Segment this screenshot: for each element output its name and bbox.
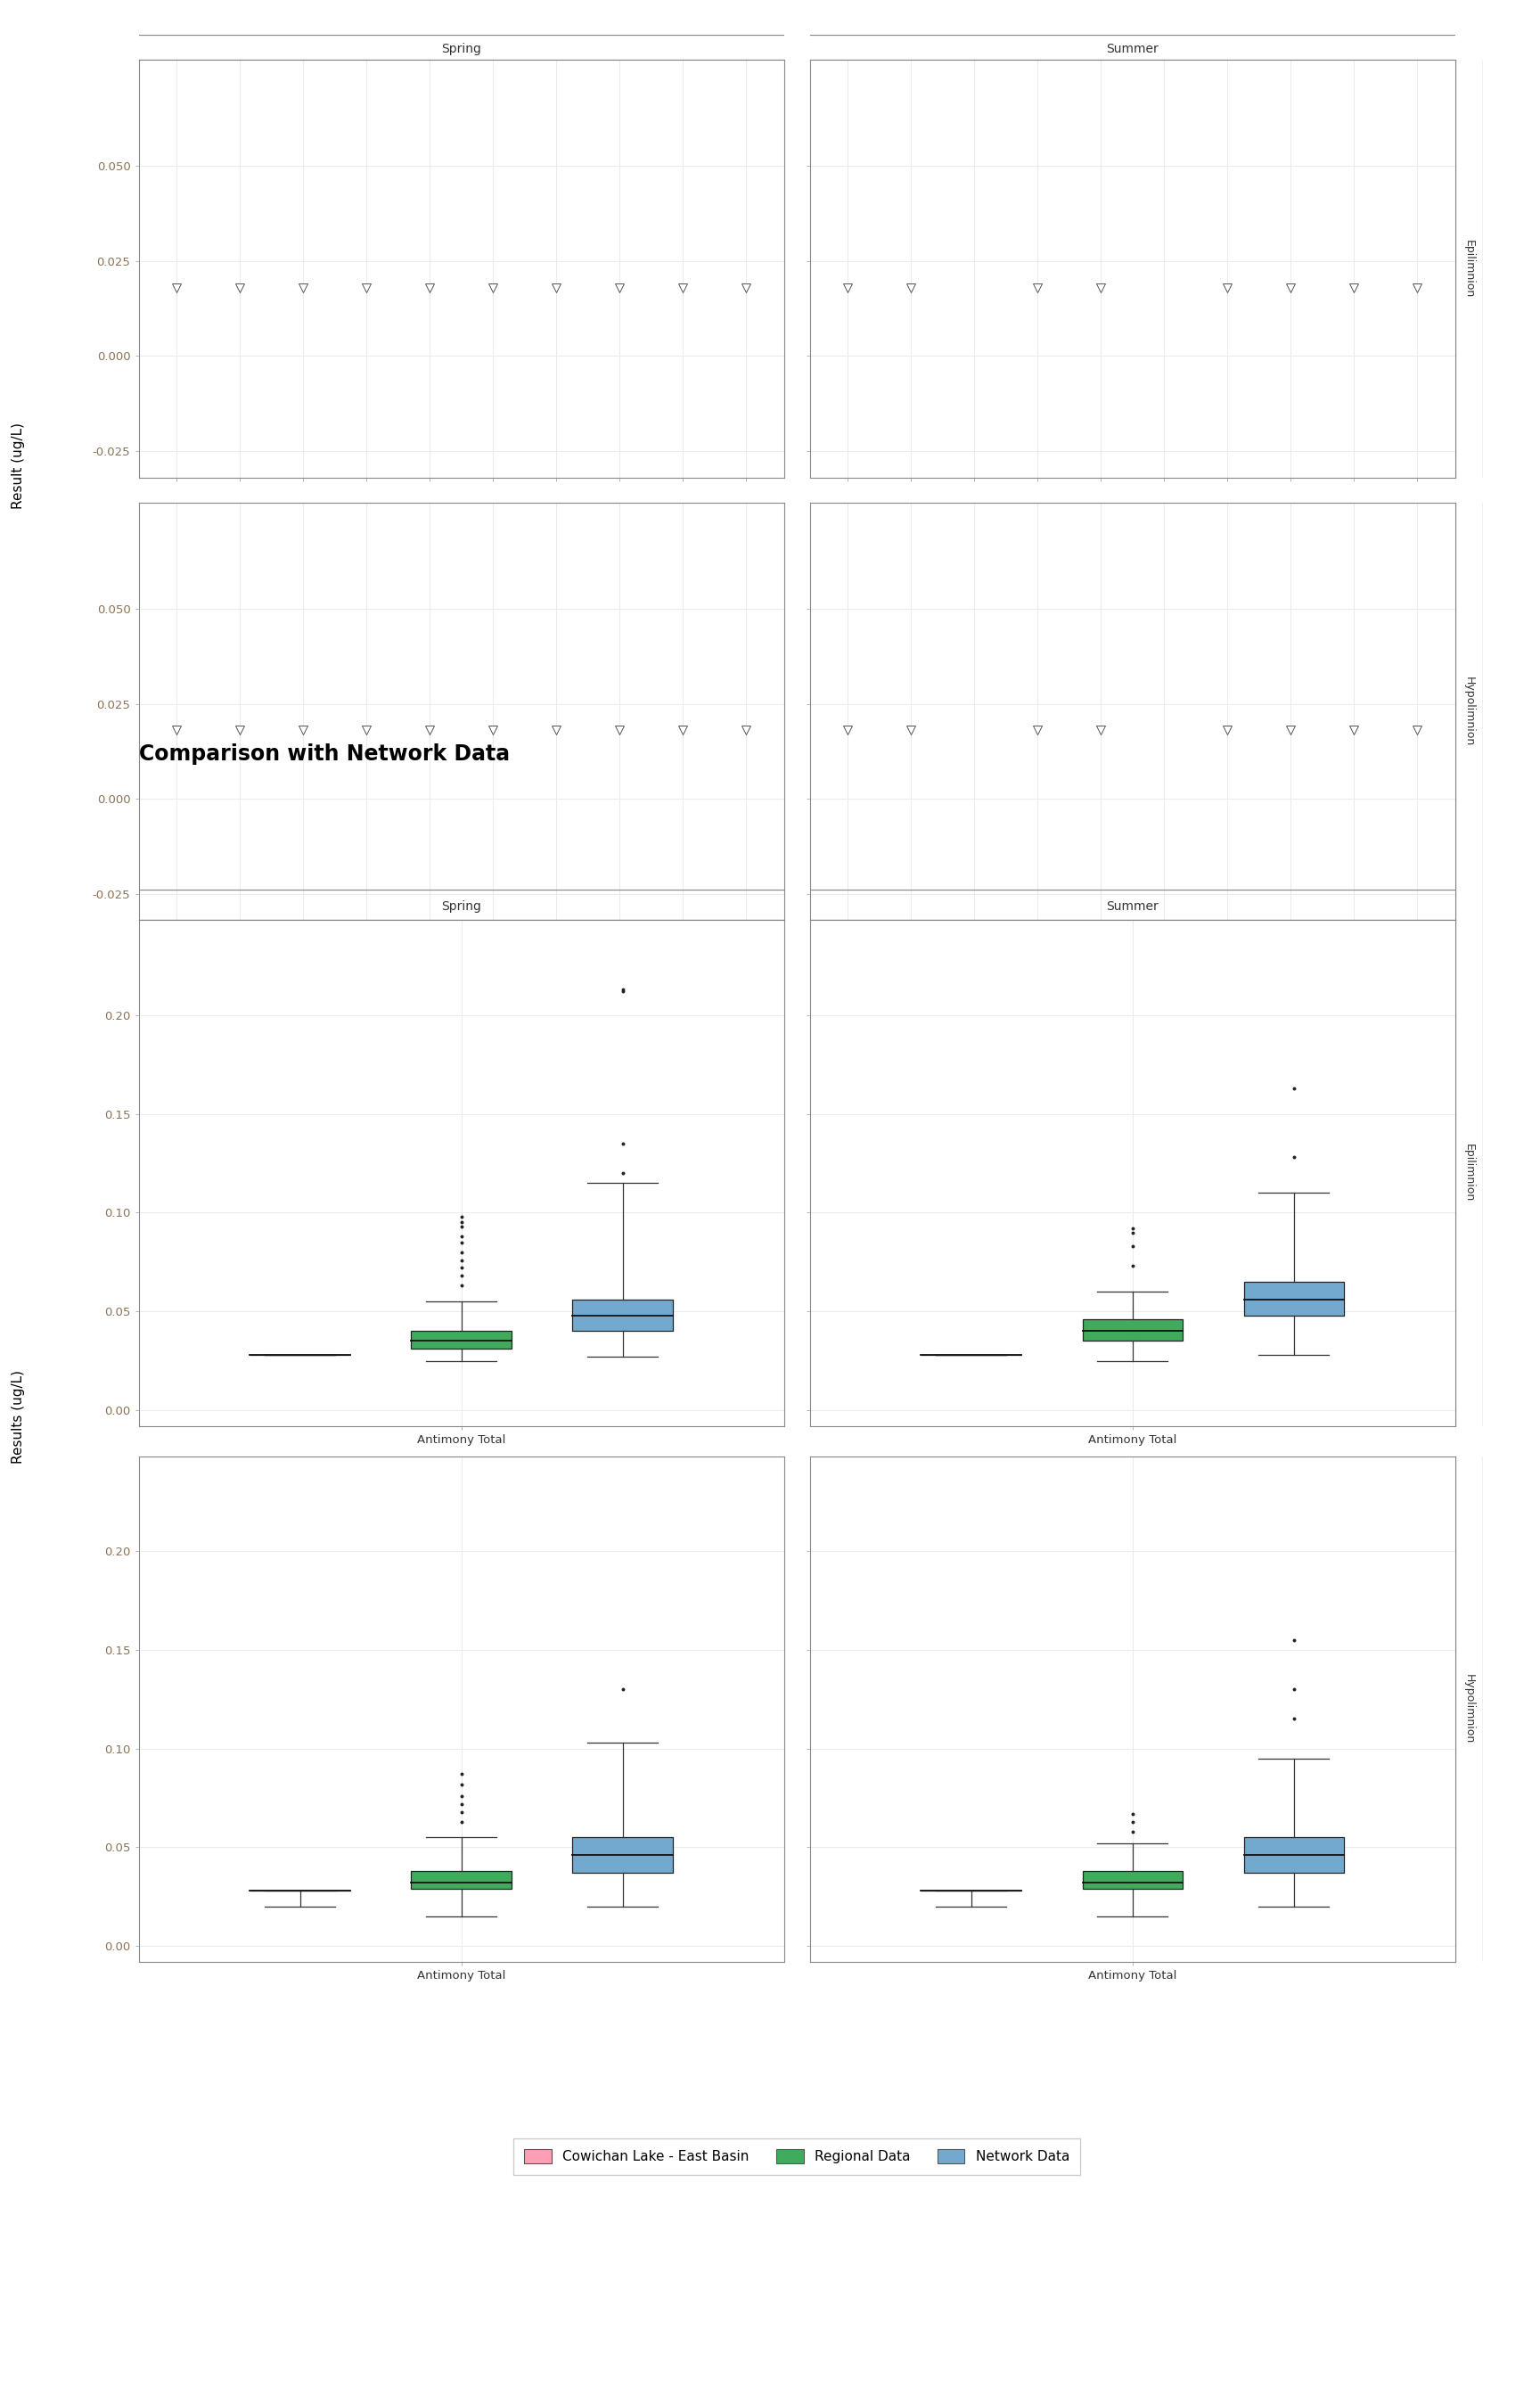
Text: Summer: Summer [1106, 901, 1158, 913]
Text: Spring: Spring [442, 43, 482, 55]
Legend: Cowichan Lake - East Basin, Regional Data, Network Data: Cowichan Lake - East Basin, Regional Dat… [513, 2140, 1081, 2176]
Bar [573, 1838, 673, 1874]
Text: Spring: Spring [442, 901, 482, 913]
Bar [1244, 1282, 1344, 1315]
Text: Epilimnion: Epilimnion [1463, 240, 1475, 297]
Text: Summer: Summer [1106, 43, 1158, 55]
Bar [573, 1299, 673, 1332]
Bar [1083, 1871, 1183, 1888]
Text: Hypolimnion: Hypolimnion [1463, 676, 1475, 745]
Bar [411, 1332, 511, 1349]
Text: Results (ug/L): Results (ug/L) [12, 1371, 25, 1464]
Bar [1244, 1838, 1344, 1874]
Text: Epilimnion: Epilimnion [1463, 1143, 1475, 1203]
Text: Result (ug/L): Result (ug/L) [12, 424, 25, 510]
Text: Hypolimnion: Hypolimnion [1463, 1675, 1475, 1744]
Bar [411, 1871, 511, 1888]
Text: Comparison with Network Data: Comparison with Network Data [139, 743, 510, 764]
Bar [1083, 1320, 1183, 1342]
